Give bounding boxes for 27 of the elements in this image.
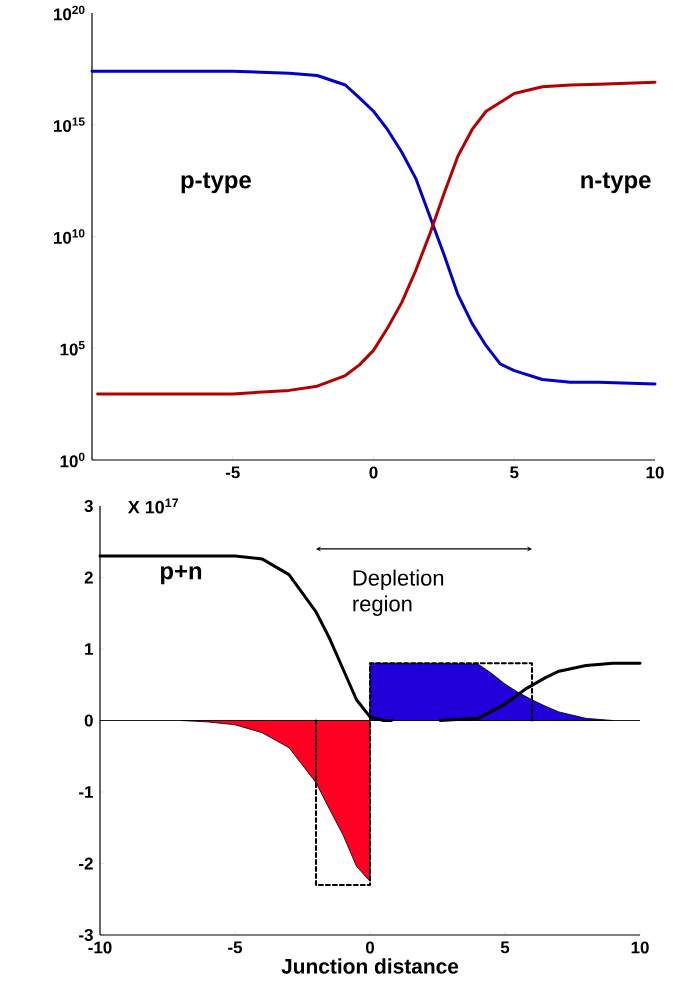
- y-tick-label: 2: [84, 571, 93, 584]
- x-tick-label: 10: [646, 466, 664, 479]
- x-tick-label: -10: [88, 941, 112, 954]
- annotation: n-type: [581, 172, 651, 194]
- y-tick-label: -2: [79, 857, 93, 870]
- annotation: X 10$^{17}$: [127, 498, 179, 514]
- x-tick-label: -5: [228, 941, 243, 954]
- y-tick-label: 3: [84, 499, 93, 513]
- y-tick-label: 10$^{15}$: [54, 117, 85, 133]
- y-tick-label: 0: [84, 714, 93, 727]
- y-tick-label: 10$^{20}$: [54, 5, 85, 21]
- x-tick-label: 5: [500, 941, 510, 954]
- y-tick-label: 1: [85, 643, 94, 655]
- x-tick-label: 10: [631, 941, 649, 954]
- y-tick-label: -3: [79, 928, 93, 942]
- y-tick-label: 10$^{5}$: [60, 340, 85, 356]
- y-tick-label: -1: [79, 786, 94, 798]
- x-tick-label: -5: [225, 466, 240, 479]
- x-tick-label: 0: [369, 466, 378, 479]
- x-tick-label: 5: [510, 466, 519, 479]
- annotation: p-type: [181, 172, 251, 194]
- annotation: Depletion region: [353, 569, 444, 616]
- x-axis-title: Junction distance: [281, 958, 459, 974]
- y-tick-label: 10$^{0}$: [60, 452, 85, 468]
- x-tick-label: 0: [365, 941, 375, 954]
- y-tick-label: 10$^{10}$: [54, 229, 85, 244]
- annotation: p+n: [160, 565, 202, 585]
